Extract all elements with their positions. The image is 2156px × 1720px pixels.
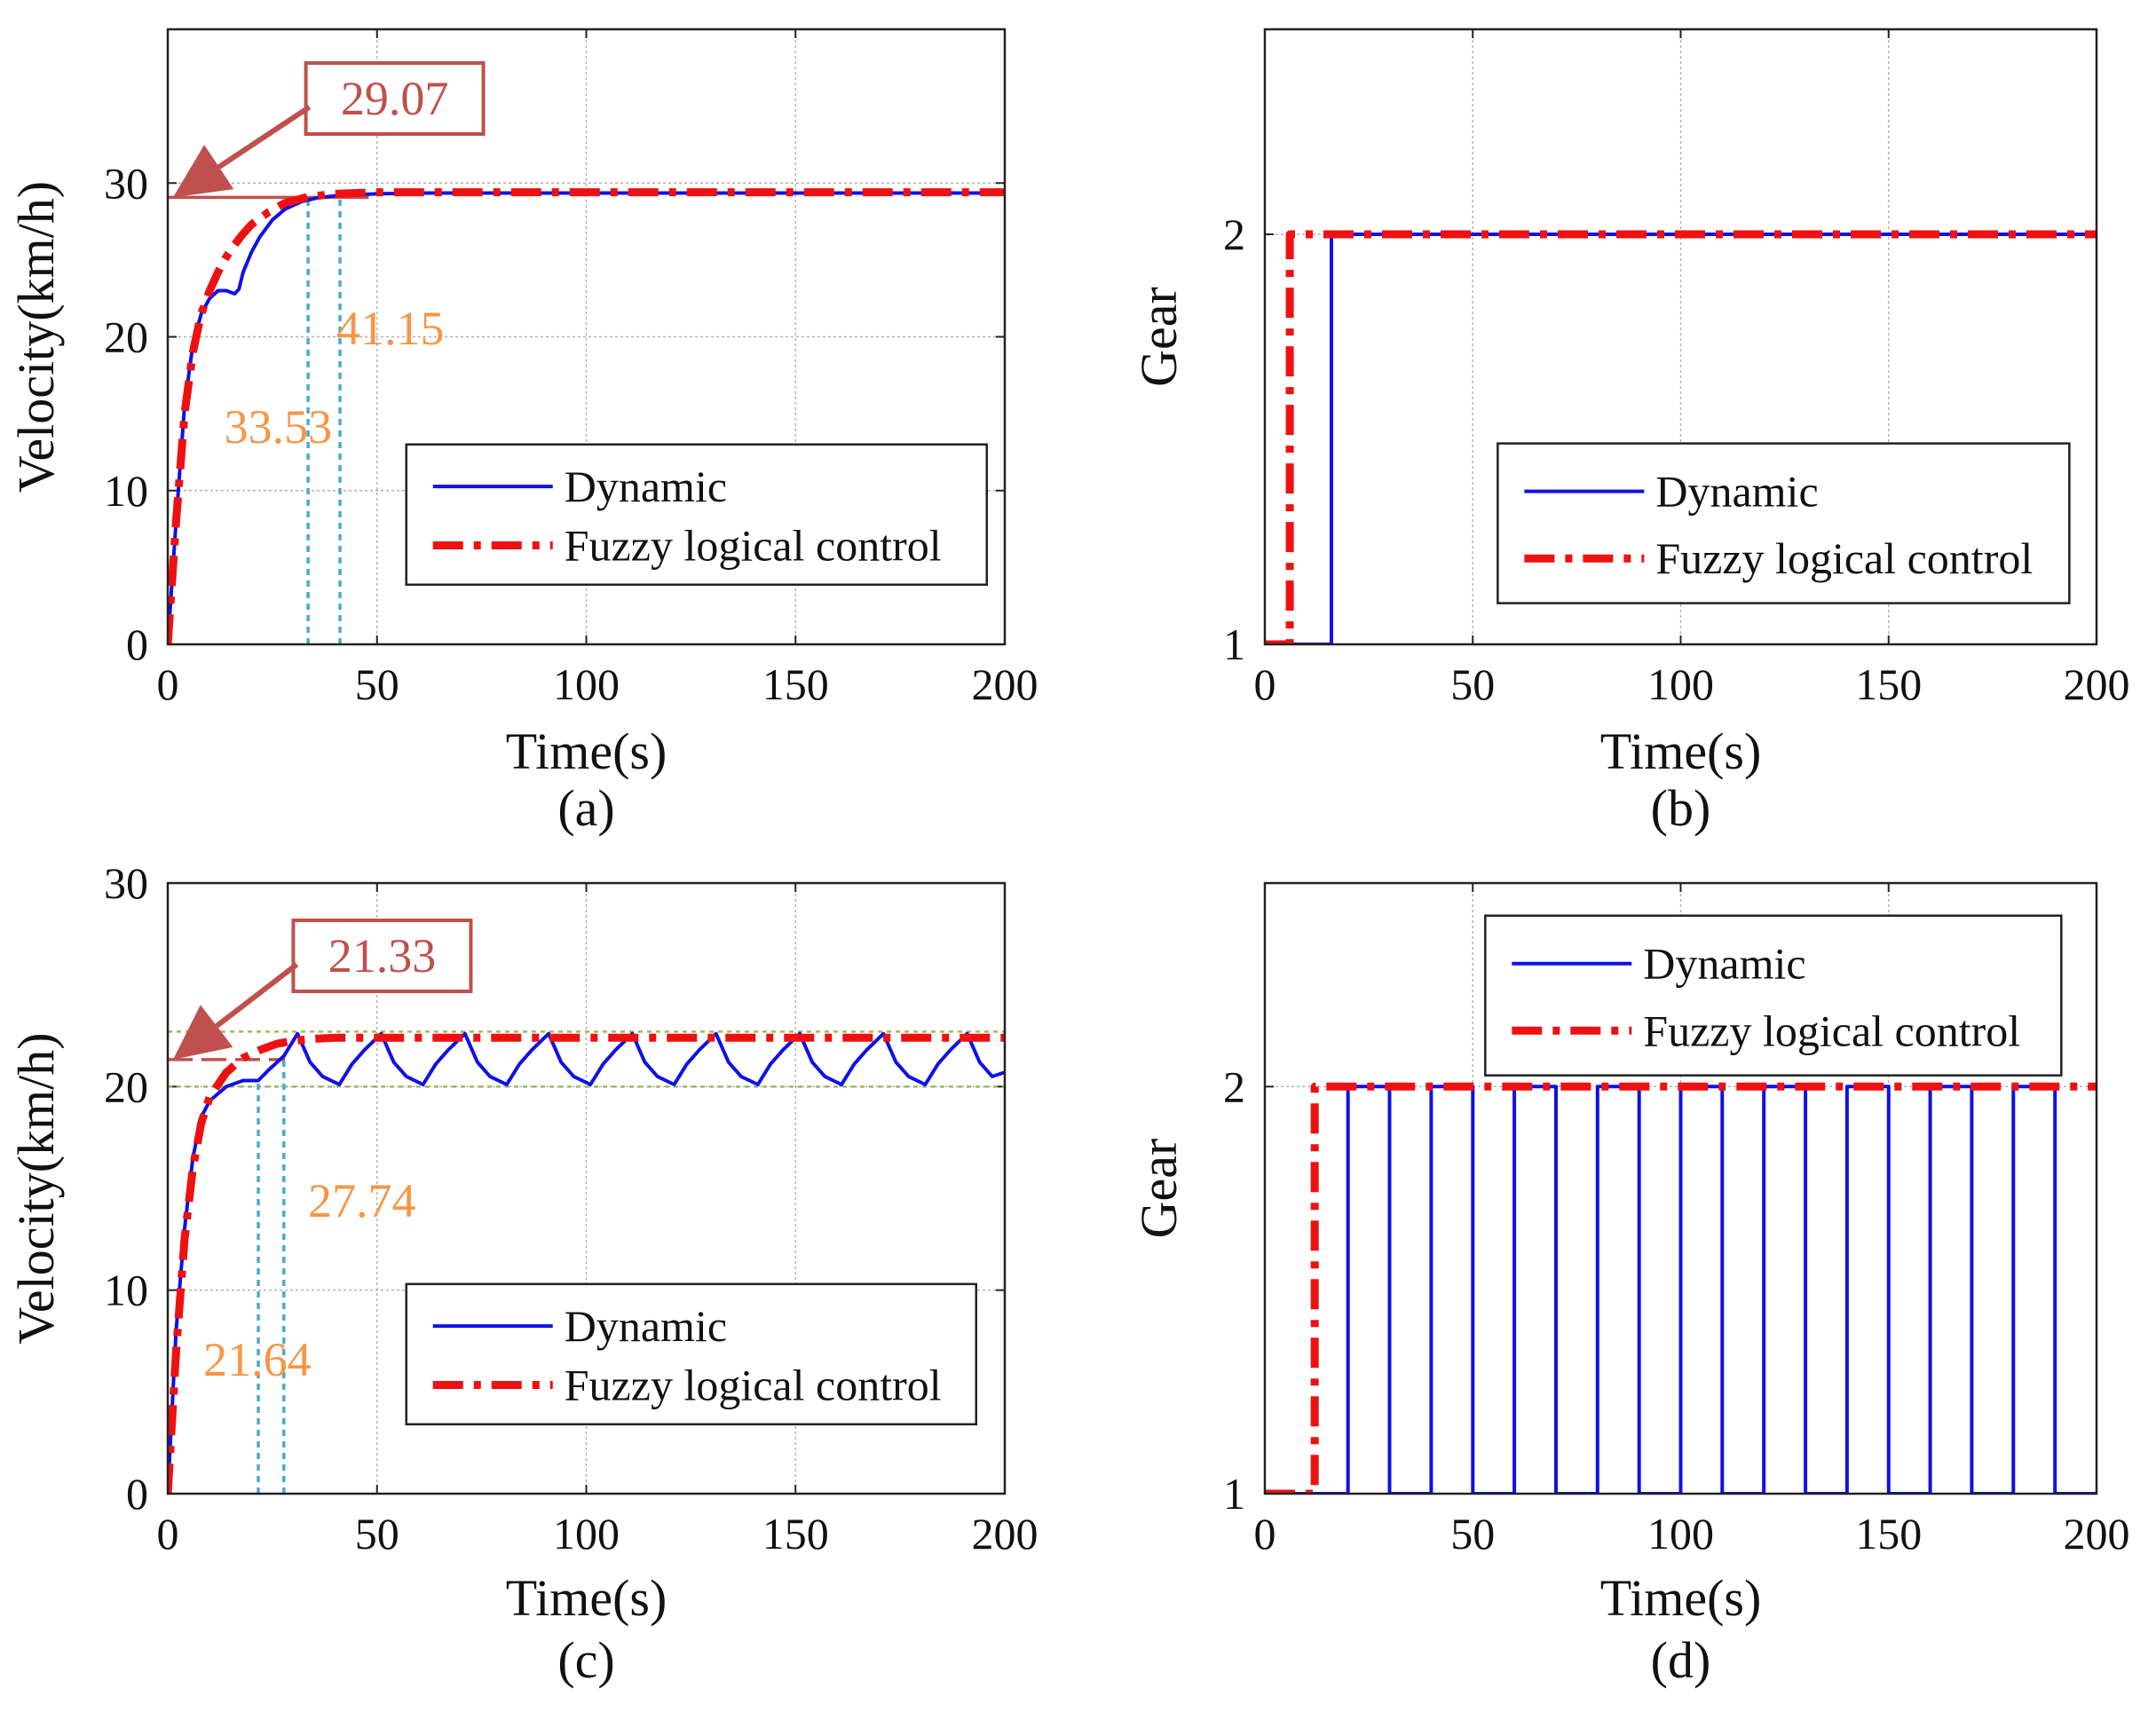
x-tick-label: 0	[1254, 659, 1276, 709]
annotation-arrow-shaft	[217, 105, 312, 170]
y-axis-label: Gear	[1130, 287, 1188, 387]
y-axis-label: Gear	[1130, 1139, 1188, 1239]
panel-a: 0 50 100 150 200 0 10 20 30 Time(s) Velocity(km/h)…	[7, 28, 1039, 837]
x-tick-label: 150	[762, 659, 829, 709]
panel-c: 0 50 100 150 200 0 10 20 30 Time(s) Velocity(km/h)…	[7, 858, 1039, 1689]
annotation-box-label: 21.33	[328, 929, 437, 982]
x-tick-label: 150	[762, 1509, 829, 1558]
x-tick-label: 0	[1254, 1509, 1276, 1558]
legend-label-dynamic: Dynamic	[565, 1301, 727, 1351]
y-axis-label: Velocity(km/h)	[7, 1032, 65, 1344]
panel-label: (d)	[1651, 1631, 1711, 1689]
x-tick-label: 200	[2064, 1509, 2130, 1558]
x-tick-label: 100	[553, 659, 620, 709]
legend-label-fuzzy: Fuzzy logical control	[1655, 533, 2033, 583]
legend-frame	[405, 443, 989, 587]
x-tick-label: 200	[2064, 659, 2130, 709]
y-tick-label: 30	[104, 858, 148, 908]
panel-label: (c)	[557, 1631, 614, 1689]
panel-b: 0 50 100 150 200 1 2 Time(s) Gear (b) Dynamic Fuzzy…	[1130, 28, 2130, 837]
legend-frame	[1484, 914, 2063, 1077]
marker-value-label: 27.74	[308, 1174, 416, 1227]
plot-clip	[1265, 230, 2097, 644]
x-tick-label: 50	[1450, 659, 1495, 709]
legend-label-fuzzy: Fuzzy logical control	[565, 521, 942, 571]
panel-d: 0 50 100 150 200 1 2 Time(s) Gear (d) Dynamic Fuzzy…	[1130, 881, 2130, 1689]
series-fuzzy-line	[168, 1033, 1005, 1494]
y-axis-label: Velocity(km/h)	[7, 181, 65, 493]
x-tick-label: 0	[157, 659, 179, 709]
x-tick-label: 150	[1855, 659, 1922, 709]
series-dynamic-line	[1265, 1085, 2097, 1494]
x-tick-label: 200	[972, 1509, 1039, 1558]
legend: Dynamic Fuzzy logical control	[1484, 914, 2063, 1077]
legend: Dynamic Fuzzy logical control	[1497, 442, 2071, 604]
panel-label: (b)	[1651, 779, 1711, 837]
plot-clip	[168, 188, 1005, 644]
annotation-box-label: 29.07	[341, 72, 449, 125]
x-tick-label: 100	[553, 1509, 620, 1558]
marker-value-label: 21.64	[203, 1333, 312, 1386]
y-tick-label: 10	[104, 466, 148, 516]
x-tick-label: 100	[1647, 659, 1714, 709]
panel-label: (a)	[557, 779, 614, 837]
x-tick-label: 0	[157, 1509, 179, 1558]
x-tick-label: 50	[355, 1509, 399, 1558]
plot-clip	[168, 1030, 1005, 1494]
annotation-arrow-shaft	[215, 962, 299, 1029]
axes-frame	[166, 28, 1007, 646]
axes-frame	[166, 881, 1007, 1495]
x-tick-label: 150	[1855, 1509, 1922, 1558]
legend-label-fuzzy: Fuzzy logical control	[565, 1361, 942, 1410]
series-dynamic-line	[1265, 233, 2097, 644]
legend-frame	[1497, 442, 2071, 604]
y-tick-label: 1	[1223, 1469, 1245, 1519]
axes-frame	[1263, 881, 2098, 1495]
series-fuzzy-line	[1265, 1082, 2097, 1494]
series-dynamic-line	[168, 191, 1005, 644]
legend-label-dynamic: Dynamic	[1643, 939, 1805, 989]
legend-label-dynamic: Dynamic	[565, 462, 727, 511]
y-tick-label: 0	[126, 1469, 148, 1519]
plot-clip	[1265, 1082, 2097, 1494]
y-tick-label: 0	[126, 619, 148, 669]
annotation-arrow-head	[173, 145, 234, 198]
y-tick-label: 1	[1223, 619, 1245, 669]
axes-frame	[1263, 28, 2098, 646]
marker-value-label: 33.53	[225, 400, 333, 454]
x-axis-label: Time(s)	[506, 722, 667, 780]
series-fuzzy-line	[168, 188, 1005, 644]
y-tick-label: 2	[1223, 209, 1245, 259]
x-tick-label: 200	[972, 659, 1039, 709]
y-tick-label: 20	[104, 1061, 148, 1111]
y-tick-label: 20	[104, 312, 148, 362]
legend: Dynamic Fuzzy logical control	[405, 443, 989, 587]
x-axis-label: Time(s)	[1600, 1569, 1762, 1627]
annotation-arrow-head	[173, 1005, 233, 1060]
x-tick-label: 100	[1647, 1509, 1714, 1558]
annotation-box	[291, 919, 473, 993]
y-tick-label: 2	[1223, 1061, 1245, 1111]
legend-label-dynamic: Dynamic	[1655, 467, 1818, 517]
y-tick-label: 30	[104, 158, 148, 208]
x-axis-label: Time(s)	[506, 1569, 667, 1627]
annotation-box	[304, 61, 486, 136]
x-axis-label: Time(s)	[1600, 722, 1762, 780]
legend-frame	[405, 1282, 978, 1426]
marker-value-label: 41.15	[336, 302, 445, 355]
x-tick-label: 50	[355, 659, 399, 709]
legend-label-fuzzy: Fuzzy logical control	[1643, 1006, 2020, 1055]
series-fuzzy-line	[1265, 230, 2097, 644]
x-tick-label: 50	[1450, 1509, 1495, 1558]
y-tick-label: 10	[104, 1266, 148, 1315]
series-dynamic-line	[168, 1031, 1005, 1494]
legend: Dynamic Fuzzy logical control	[405, 1282, 978, 1426]
